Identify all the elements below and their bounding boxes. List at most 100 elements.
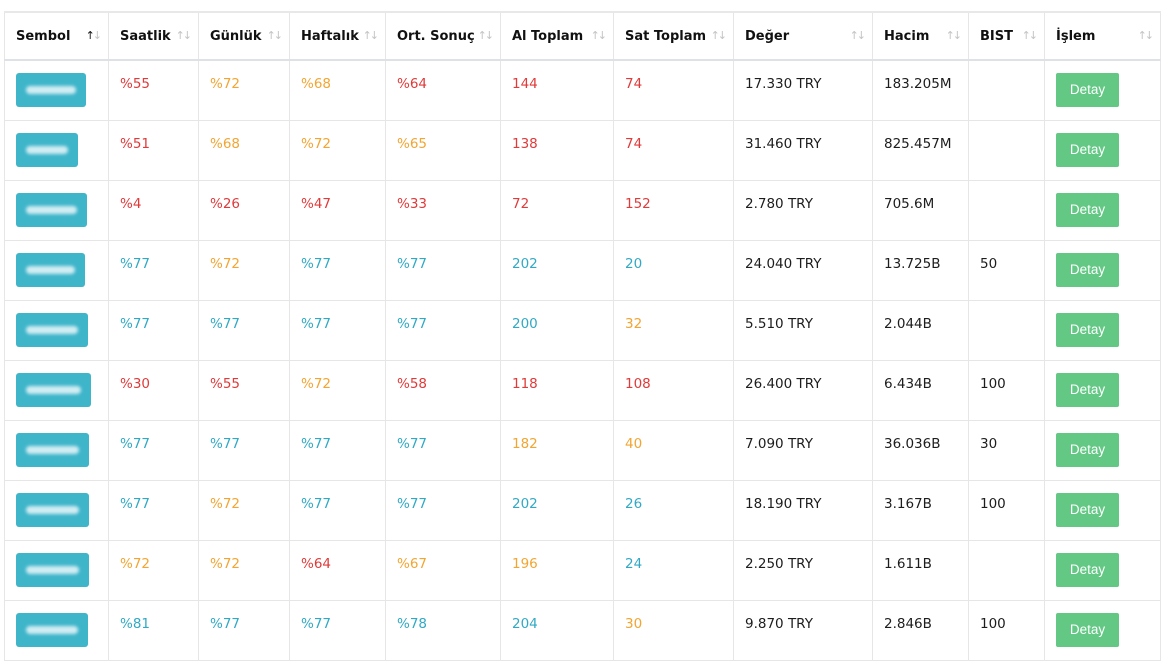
symbol-badge[interactable] [16,553,89,587]
sort-icon[interactable]: ↑↓ [175,29,193,42]
deger-cell: 5.510 TRY [733,299,873,361]
detay-button[interactable]: Detay [1056,253,1119,287]
saatlik-cell: %81 [108,599,199,661]
sort-icon[interactable]: ↑↓ [266,29,284,42]
redacted-symbol [26,566,79,574]
bist-cell: 50 [968,239,1045,301]
saatlik-cell: %77 [108,419,199,481]
column-header-al-toplam[interactable]: Al Toplam ↑↓ [500,11,614,61]
al-toplam-cell: 138 [500,119,614,181]
ort-sonuc-cell: %64 [385,59,501,121]
redacted-symbol [26,206,77,214]
hacim-cell: 6.434B [872,359,969,421]
sort-icon[interactable]: ↑↓ [849,29,867,42]
column-header-label: Saatlik [120,28,171,44]
signals-table-container: Sembol ↑↓ Saatlik ↑↓ Günlük ↑↓ Haftalık ↑↓ Ort. … [4,11,1161,661]
bist-cell: 100 [968,359,1045,421]
detay-button[interactable]: Detay [1056,553,1119,587]
column-header-ort-sonuc[interactable]: Ort. Sonuç ↑↓ [385,11,501,61]
al-toplam-cell: 200 [500,299,614,361]
detay-button[interactable]: Detay [1056,313,1119,347]
column-header-deger[interactable]: Değer ↑↓ [733,11,873,61]
haftalik-cell: %64 [289,539,386,601]
gunluk-cell: %77 [198,599,290,661]
column-header-saatlik[interactable]: Saatlik ↑↓ [108,11,199,61]
symbol-badge[interactable] [16,313,88,347]
table-row: %77 %77 %77 %77 200 32 5.510 TRY 2.044B Detay [4,299,1161,361]
symbol-badge[interactable] [16,73,86,108]
sort-icon[interactable]: ↑↓ [1021,29,1039,42]
symbol-badge[interactable] [16,133,78,167]
symbol-badge[interactable] [16,613,88,647]
sort-icon[interactable]: ↑↓ [477,29,495,42]
column-header-gunluk[interactable]: Günlük ↑↓ [198,11,290,61]
saatlik-cell: %55 [108,59,199,121]
bist-cell: 30 [968,419,1045,481]
redacted-symbol [26,266,75,274]
column-header-label: Sat Toplam [625,28,707,44]
symbol-badge[interactable] [16,253,85,287]
detay-button[interactable]: Detay [1056,613,1119,647]
hacim-cell: 183.205M [872,59,969,121]
saatlik-cell: %72 [108,539,199,601]
deger-cell: 2.780 TRY [733,179,873,241]
column-header-sembol[interactable]: Sembol ↑↓ [4,11,109,61]
bist-cell [968,179,1045,241]
symbol-badge[interactable] [16,193,87,227]
sat-toplam-cell: 24 [613,539,734,601]
column-header-label: Değer [745,28,790,44]
deger-cell: 7.090 TRY [733,419,873,481]
symbol-badge[interactable] [16,433,89,467]
ort-sonuc-cell: %77 [385,299,501,361]
sort-icon[interactable]: ↑↓ [590,29,608,42]
detay-button[interactable]: Detay [1056,493,1119,527]
gunluk-cell: %72 [198,479,290,541]
hacim-cell: 705.6M [872,179,969,241]
symbol-badge[interactable] [16,373,91,407]
gunluk-cell: %72 [198,239,290,301]
symbol-cell [4,119,109,181]
detay-button[interactable]: Detay [1056,73,1119,108]
table-row: %30 %55 %72 %58 118 108 26.400 TRY 6.434B 100 Det… [4,359,1161,421]
symbol-cell [4,179,109,241]
detay-button[interactable]: Detay [1056,373,1119,407]
redacted-symbol [26,146,68,154]
symbol-cell [4,419,109,481]
redacted-symbol [26,446,79,454]
sort-icon[interactable]: ↑↓ [945,29,963,42]
column-header-islem[interactable]: İşlem ↑↓ [1044,11,1161,61]
sort-icon[interactable]: ↑↓ [85,29,103,42]
al-toplam-cell: 72 [500,179,614,241]
action-cell: Detay [1044,359,1161,421]
saatlik-cell: %4 [108,179,199,241]
deger-cell: 26.400 TRY [733,359,873,421]
sat-toplam-cell: 26 [613,479,734,541]
column-header-bist[interactable]: BIST ↑↓ [968,11,1045,61]
ort-sonuc-cell: %67 [385,539,501,601]
column-header-sat-toplam[interactable]: Sat Toplam ↑↓ [613,11,734,61]
bist-cell [968,539,1045,601]
column-header-hacim[interactable]: Hacim ↑↓ [872,11,969,61]
detay-button[interactable]: Detay [1056,133,1119,167]
sort-icon[interactable]: ↑↓ [362,29,380,42]
deger-cell: 18.190 TRY [733,479,873,541]
column-header-haftalik[interactable]: Haftalık ↑↓ [289,11,386,61]
detay-button[interactable]: Detay [1056,193,1119,227]
hacim-cell: 13.725B [872,239,969,301]
column-header-label: Al Toplam [512,28,584,44]
sort-icon[interactable]: ↑↓ [710,29,728,42]
table-row: %77 %72 %77 %77 202 20 24.040 TRY 13.725B 50 Deta… [4,239,1161,301]
table-row: %77 %77 %77 %77 182 40 7.090 TRY 36.036B 30 Detay [4,419,1161,481]
haftalik-cell: %77 [289,239,386,301]
symbol-badge[interactable] [16,493,89,527]
saatlik-cell: %77 [108,239,199,301]
detay-button[interactable]: Detay [1056,433,1119,467]
column-header-label: Günlük [210,28,262,44]
sat-toplam-cell: 108 [613,359,734,421]
redacted-symbol [26,386,81,394]
ort-sonuc-cell: %77 [385,239,501,301]
al-toplam-cell: 118 [500,359,614,421]
sat-toplam-cell: 152 [613,179,734,241]
hacim-cell: 825.457M [872,119,969,181]
sort-icon[interactable]: ↑↓ [1137,29,1155,42]
